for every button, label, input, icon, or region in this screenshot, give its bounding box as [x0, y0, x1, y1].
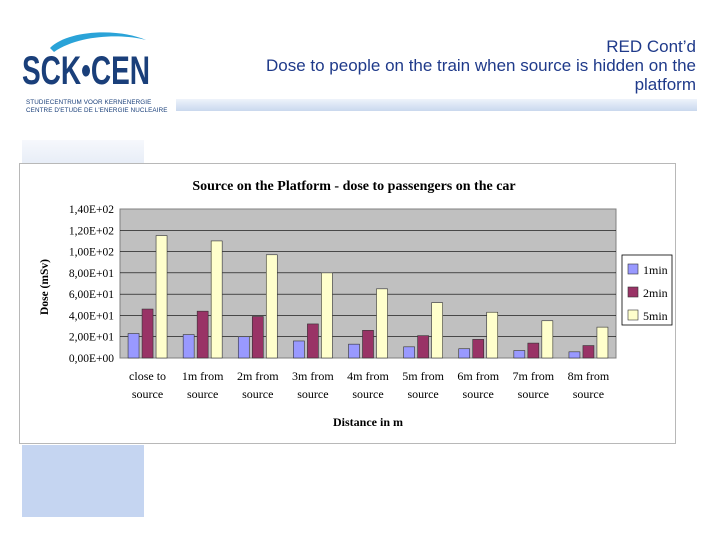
y-tick-label: 8,00E+01	[69, 268, 114, 280]
bar-2min-5	[417, 335, 429, 359]
bar-1min-4	[348, 343, 360, 359]
y-tick-label: 4,00E+01	[69, 310, 114, 322]
legend-label-1min: 1min	[643, 263, 668, 277]
bar-1min-1	[182, 334, 195, 359]
bar-5min-1	[210, 240, 223, 359]
bar-5min-2	[265, 254, 278, 359]
bar-2min-4	[362, 330, 374, 359]
bar-5min-0	[155, 235, 168, 359]
logo-subtitle-line1: STUDIECENTRUM VOOR KERNENERGIE	[26, 99, 152, 106]
legend-label-2min: 2min	[643, 286, 668, 300]
logo-subtitle: STUDIECENTRUM VOOR KERNENERGIE CENTRE D'…	[26, 99, 168, 115]
y-tick-label: 2,00E+01	[69, 332, 114, 344]
sck-cen-logo: SCK•CEN	[22, 32, 150, 93]
bar-2min-3	[307, 323, 319, 359]
y-axis-label: Dose (mSv)	[39, 259, 51, 315]
x-tick-label: source	[297, 387, 328, 401]
bar-5min-5	[431, 302, 443, 359]
plot-area	[119, 208, 617, 359]
bar-5min-3	[321, 272, 333, 359]
x-tick-label: source	[187, 387, 218, 401]
y-tick-label: 6,00E+01	[69, 289, 114, 301]
x-tick-label: source	[352, 387, 383, 401]
slide-title-line2: Dose to people on the train when source …	[265, 56, 696, 75]
bar-5min-6	[486, 311, 499, 359]
x-tick-label: 1m from	[182, 369, 224, 383]
bar-1min-7	[513, 350, 526, 359]
bar-1min-0	[127, 333, 140, 359]
y-axis-ticks: 0,00E+00 2,00E+01 4,00E+01 6,00E+01 8,00E+01…	[69, 204, 114, 365]
y-tick-label: 1,20E+02	[69, 225, 114, 237]
bar-2min-2	[251, 316, 264, 359]
bar-1min-5	[403, 346, 415, 359]
x-tick-label: 4m from	[347, 369, 389, 383]
x-tick-label: source	[518, 387, 549, 401]
y-tick-label: 0,00E+00	[69, 353, 114, 365]
chart-frame: Source on the Platform - dose to passeng…	[19, 163, 676, 444]
x-tick-label: source	[407, 387, 438, 401]
bar-1min-6	[458, 348, 471, 359]
bar-5min-4	[376, 288, 388, 359]
side-decor-top	[22, 140, 144, 164]
title-underline-bar	[176, 99, 697, 111]
x-tick-label: source	[463, 387, 494, 401]
x-axis-ticks: close to source 1m from source 2m from source…	[129, 369, 610, 401]
y-tick-label: 1,40E+02	[69, 204, 114, 216]
x-tick-label: 6m from	[457, 369, 499, 383]
bar-5min-7	[541, 320, 554, 359]
logo-subtitle-line2: CENTRE D'ETUDE DE L'ENERGIE NUCLEAIRE	[26, 107, 168, 114]
x-tick-label: source	[242, 387, 273, 401]
x-tick-label: close to	[129, 369, 166, 383]
bar-2min-1	[196, 310, 209, 359]
x-tick-label: 3m from	[292, 369, 334, 383]
bar-2min-7	[527, 342, 540, 359]
x-axis-label: Distance in m	[333, 415, 403, 429]
chart-title: Source on the Platform - dose to passeng…	[192, 179, 515, 194]
logo-swoosh	[50, 32, 146, 52]
x-tick-label: source	[132, 387, 163, 401]
bar-1min-2	[237, 336, 250, 359]
side-decor-bottom	[22, 445, 144, 517]
bar-1min-8	[568, 351, 581, 359]
bar-chart: Source on the Platform - dose to passeng…	[39, 179, 673, 429]
x-tick-label: 5m from	[402, 369, 444, 383]
bar-1min-3	[293, 340, 305, 359]
y-tick-label: 1,00E+02	[69, 247, 114, 259]
slide-title-line1: RED Cont’d	[606, 37, 696, 56]
bar-2min-8	[582, 345, 595, 359]
bar-5min-8	[596, 326, 609, 359]
x-tick-label: source	[573, 387, 604, 401]
slide-title-line3: platform	[634, 75, 696, 94]
legend: 1min 2min 5min	[621, 254, 673, 326]
legend-swatch-1min	[627, 263, 639, 275]
x-tick-label: 2m from	[237, 369, 279, 383]
slide-title: RED Cont’d Dose to people on the train w…	[176, 37, 696, 94]
bar-2min-6	[472, 339, 485, 359]
legend-swatch-5min	[627, 309, 639, 321]
legend-label-5min: 5min	[643, 309, 668, 323]
x-tick-label: 7m from	[512, 369, 554, 383]
x-tick-label: 8m from	[568, 369, 610, 383]
bar-2min-0	[141, 308, 154, 359]
legend-swatch-2min	[627, 286, 639, 298]
logo-wordmark: SCK•CEN	[22, 49, 150, 93]
